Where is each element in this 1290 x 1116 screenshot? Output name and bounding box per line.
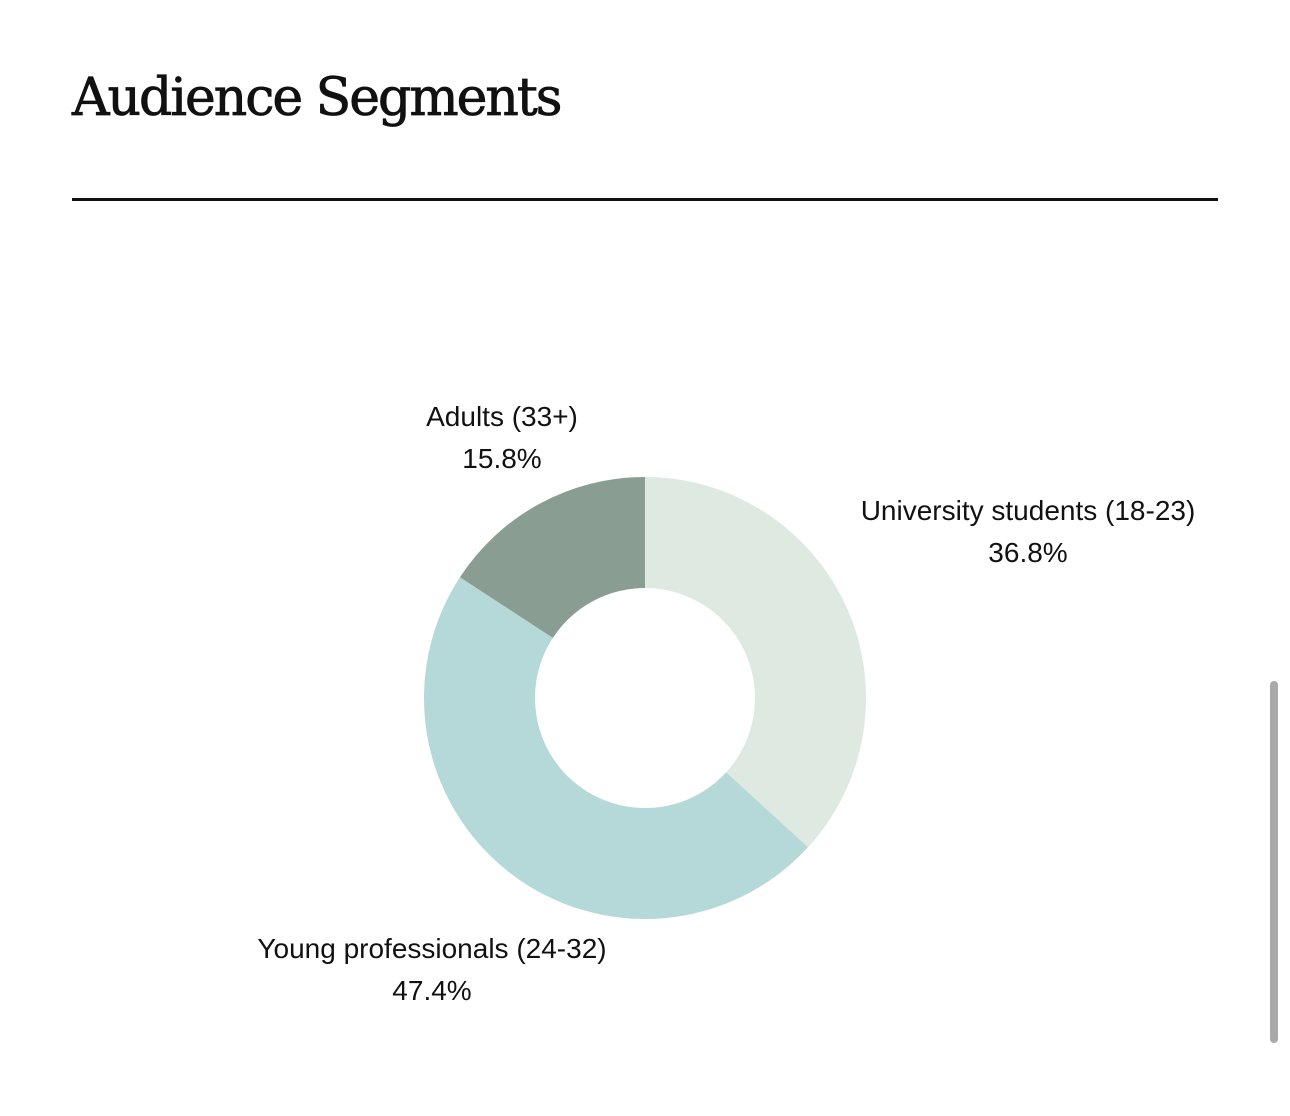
slice-value-university-students: 36.8%: [988, 537, 1067, 568]
slice-label-adults: Adults (33+): [426, 401, 578, 432]
slice-value-adults: 15.8%: [462, 443, 541, 474]
vertical-scrollbar[interactable]: [1270, 681, 1278, 1043]
scrollbar-thumb[interactable]: [1270, 681, 1278, 1043]
title-divider: [72, 198, 1218, 201]
donut-slice-university-students-18-23[interactable]: [645, 477, 867, 848]
slice-label-young-professionals: Young professionals (24-32): [257, 933, 606, 964]
donut-slices: [423, 477, 867, 920]
page-title: Audience Segments: [72, 68, 563, 128]
slice-label-university-students: University students (18-23): [861, 495, 1196, 526]
slice-value-young-professionals: 47.4%: [392, 975, 471, 1006]
donut-slice-young-professionals-24-32[interactable]: [423, 577, 808, 920]
donut-slice-adults-33[interactable]: [459, 477, 645, 638]
donut-labels: University students (18-23) 36.8% Young …: [257, 401, 1195, 1006]
